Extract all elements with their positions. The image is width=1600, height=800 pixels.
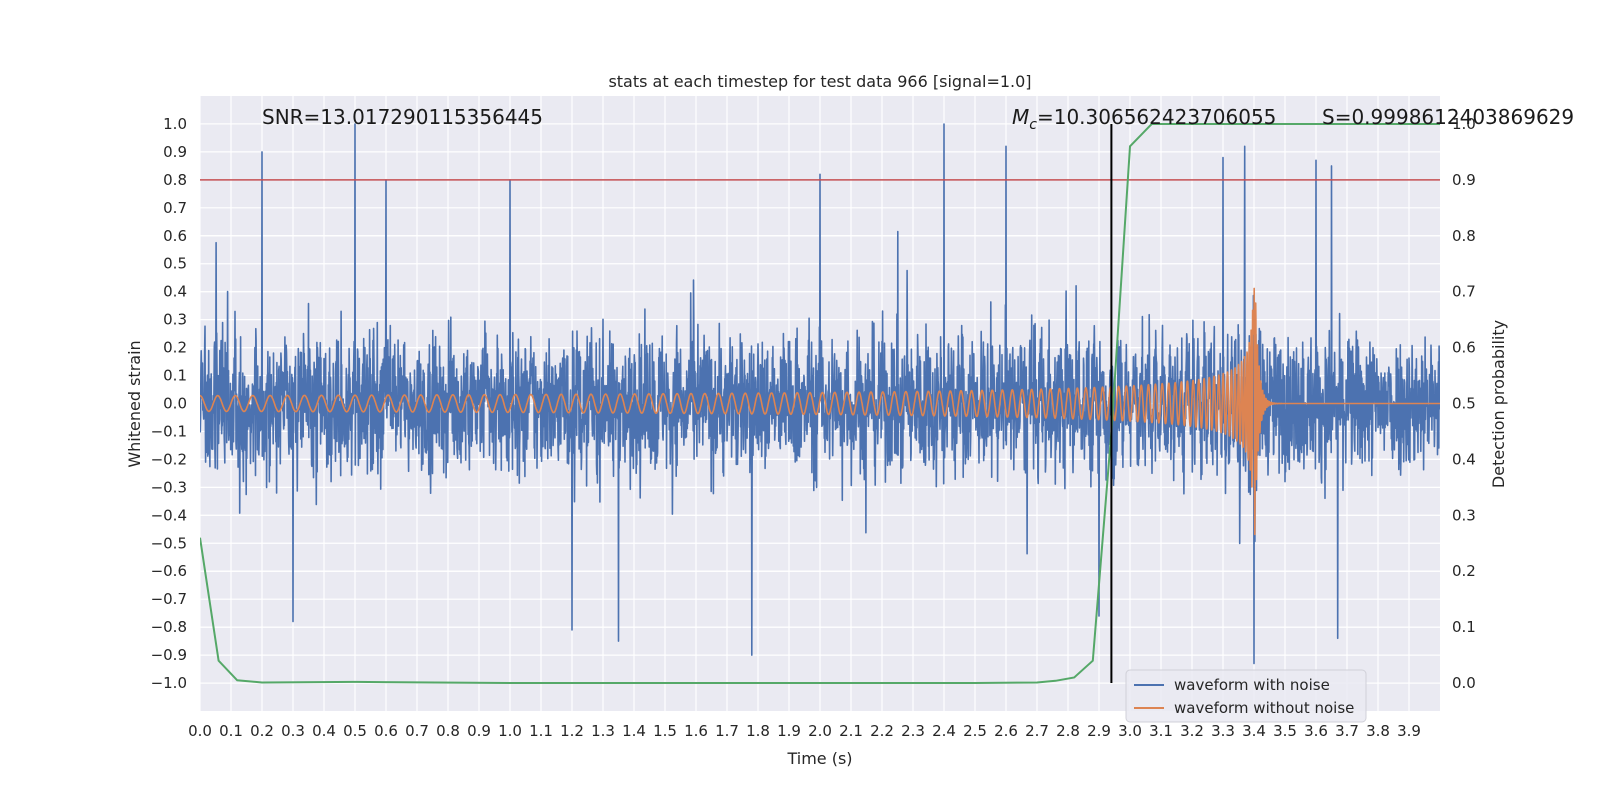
x-tick-label: 1.3: [591, 722, 615, 740]
y2-tick-label: 0.0: [1452, 674, 1476, 692]
y2-tick-label: 0.5: [1452, 395, 1476, 413]
s-annotation: S=0.9998612403869629: [1322, 105, 1574, 129]
x-tick-label: 0.6: [374, 722, 398, 740]
x-tick-label: 2.4: [932, 722, 956, 740]
x-tick-label: 1.7: [715, 722, 739, 740]
legend: waveform with noise waveform without noi…: [1125, 669, 1367, 723]
y2-tick-label: 0.6: [1452, 339, 1476, 357]
y-tick-label: −0.3: [151, 478, 187, 496]
x-tick-label: 2.6: [994, 722, 1018, 740]
y2-tick-label: 0.9: [1452, 171, 1476, 189]
chart-title: stats at each timestep for test data 966…: [608, 72, 1031, 91]
x-tick-label: 3.9: [1397, 722, 1421, 740]
y-tick-label: 0.5: [163, 255, 187, 273]
y2-tick-label: 0.8: [1452, 227, 1476, 245]
x-tick-label: 2.5: [963, 722, 987, 740]
x-tick-label: 2.8: [1056, 722, 1080, 740]
y-tick-label: 0.2: [163, 339, 187, 357]
series-detection-probability: [200, 123, 1440, 684]
x-tick-label: 1.9: [777, 722, 801, 740]
x-tick-label: 2.1: [839, 722, 863, 740]
y-tick-label: −0.7: [151, 590, 187, 608]
x-tick-label: 1.2: [560, 722, 584, 740]
x-tick-label: 0.8: [436, 722, 460, 740]
x-tick-label: 0.0: [188, 722, 212, 740]
y-tick-label: −0.4: [151, 506, 187, 524]
y2-tick-label: 0.4: [1452, 450, 1476, 468]
x-tick-label: 0.3: [281, 722, 305, 740]
y-tick-label: −0.6: [151, 562, 187, 580]
y-tick-label: 1.0: [163, 115, 187, 133]
y2-tick-label: 0.3: [1452, 506, 1476, 524]
x-tick-label: 3.8: [1366, 722, 1390, 740]
y-tick-label: −0.5: [151, 534, 187, 552]
x-tick-label: 2.0: [808, 722, 832, 740]
x-tick-label: 3.1: [1149, 722, 1173, 740]
x-tick-label: 3.2: [1180, 722, 1204, 740]
y-tick-label: −0.1: [151, 422, 187, 440]
x-tick-label: 0.2: [250, 722, 274, 740]
y2-axis-label: Detection probability: [1489, 320, 1508, 488]
x-tick-label: 2.9: [1087, 722, 1111, 740]
x-tick-label: 0.1: [219, 722, 243, 740]
plot-series-group: [200, 123, 1440, 684]
x-tick-label: 1.8: [746, 722, 770, 740]
y-tick-label: 0.8: [163, 171, 187, 189]
legend-box: [1125, 669, 1367, 723]
y-axis-ticks: 1.0 0.9 0.8 0.7 0.6 0.5 0.4 0.3 0.2 0.1 0.0 −0.1 −0.…: [151, 115, 187, 692]
x-tick-label: 1.4: [622, 722, 646, 740]
y2-axis-ticks: 1.0 0.9 0.8 0.7 0.6 0.5 0.4 0.3 0.2 0.1 0.0: [1452, 115, 1476, 692]
y-tick-label: 0.1: [163, 367, 187, 385]
x-tick-label: 2.3: [901, 722, 925, 740]
x-tick-label: 1.0: [498, 722, 522, 740]
x-tick-label: 3.4: [1242, 722, 1266, 740]
y2-tick-label: 0.2: [1452, 562, 1476, 580]
y-tick-label: −1.0: [151, 674, 187, 692]
x-axis-label: Time (s): [786, 749, 852, 768]
chirp-mass-annotation: Mc=10.306562423706055: [1012, 105, 1276, 133]
series-waveform-with-noise: [200, 123, 1440, 665]
y2-tick-label: 0.7: [1452, 283, 1476, 301]
y-tick-label: −0.9: [151, 646, 187, 664]
x-tick-label: 1.1: [529, 722, 553, 740]
legend-label-noise: waveform with noise: [1174, 676, 1330, 694]
y-tick-label: −0.2: [151, 450, 187, 468]
x-tick-label: 0.4: [312, 722, 336, 740]
x-tick-label: 2.2: [870, 722, 894, 740]
y-tick-label: 0.7: [163, 199, 187, 217]
x-tick-label: 1.5: [653, 722, 677, 740]
x-tick-label: 3.7: [1335, 722, 1359, 740]
x-tick-label: 3.0: [1118, 722, 1142, 740]
x-tick-label: 3.6: [1304, 722, 1328, 740]
y-tick-label: 0.3: [163, 311, 187, 329]
y-tick-label: 0.0: [163, 395, 187, 413]
x-tick-label: 0.5: [343, 722, 367, 740]
x-axis-ticks: 0.0 0.1 0.2 0.3 0.4 0.5 0.6 0.7 0.8 0.9 1.0 1.1 1.2 1…: [188, 722, 1421, 740]
chirp-mass-subscript: c: [1029, 117, 1037, 133]
x-tick-label: 1.6: [684, 722, 708, 740]
x-tick-label: 0.9: [467, 722, 491, 740]
chirp-mass-value: =10.306562423706055: [1037, 105, 1276, 129]
y2-tick-label: 1.0: [1452, 115, 1476, 133]
y2-tick-label: 0.1: [1452, 618, 1476, 636]
x-tick-label: 3.5: [1273, 722, 1297, 740]
y-tick-label: 0.4: [163, 283, 187, 301]
y-tick-label: −0.8: [151, 618, 187, 636]
chirp-mass-symbol: M: [1012, 105, 1029, 129]
legend-label-clean: waveform without noise: [1174, 699, 1354, 717]
y-axis-label: Whitened strain: [125, 340, 144, 467]
x-tick-label: 3.3: [1211, 722, 1235, 740]
x-tick-label: 0.7: [405, 722, 429, 740]
y-tick-label: 0.9: [163, 143, 187, 161]
x-tick-label: 2.7: [1025, 722, 1049, 740]
y-tick-label: 0.6: [163, 227, 187, 245]
snr-annotation: SNR=13.017290115356445: [262, 105, 543, 129]
series-waveform-without-noise: [200, 287, 1440, 536]
